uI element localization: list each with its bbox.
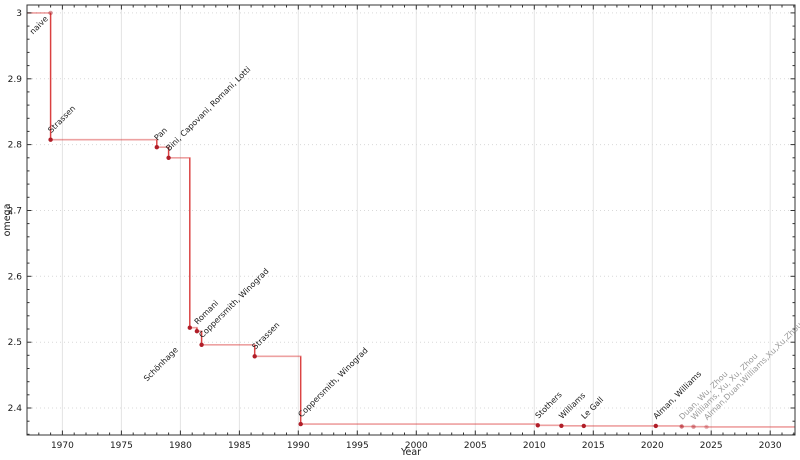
data-point [691,424,696,429]
data-point [48,137,53,142]
y-axis-tick-label: 2.6 [8,272,23,282]
x-axis-tick-label: 1980 [169,441,192,451]
point-label: naive [28,14,50,36]
point-label: Schönhage [142,345,180,383]
y-axis-title: omega [2,204,13,237]
data-point [252,354,257,359]
point-label: Coppersmith, Winograd [296,346,369,419]
y-axis-tick-label: 3 [16,9,22,19]
data-point [679,424,684,429]
point-label: Alman,Duan,Williams,Xu,Xu,Zhou [702,320,800,421]
plot-border [26,4,796,436]
x-axis-tick-label: 1985 [228,441,251,451]
data-point [194,329,200,334]
point-label-group: Alman,Duan,Williams,Xu,Xu,Zhou [702,320,800,421]
x-axis-tick-label: 1975 [110,441,133,451]
x-axis-tick-label: 2020 [641,441,664,451]
data-point [154,145,159,150]
x-axis-tick-label: 1970 [51,441,74,451]
data-point [581,423,586,429]
data-point [704,424,709,430]
x-axis-tick-label: 2015 [582,441,605,451]
x-axis-tick-label: 2005 [464,441,487,451]
x-axis-tick-label: 2025 [700,441,723,451]
point-label-group: naive [28,14,50,36]
x-axis-title: Year [400,447,421,458]
point-label-group: Coppersmith, Winograd [296,346,369,419]
x-axis-tick-label: 2010 [523,441,546,451]
point-label-group: Williams, Xu, Xu, Zhou [689,351,759,421]
data-point [48,10,53,16]
x-axis-tick-label: 1995 [346,441,369,451]
y-axis-tick-label: 2.7 [8,207,22,217]
y-axis-tick-label: 2.8 [8,141,23,151]
x-axis-tick-label: 2030 [759,441,782,451]
point-label: Williams, Xu, Xu, Zhou [689,351,759,421]
data-point [199,342,204,347]
y-axis-tick-label: 2.5 [8,338,22,348]
x-axis-tick-label: 2000 [405,441,428,451]
data-point [187,325,192,330]
data-point [535,423,540,428]
data-point [653,423,658,429]
data-point [298,421,303,427]
point-label-group: Strassen [250,320,281,351]
point-label-group: Schönhage [142,345,180,383]
x-axis-tick-label: 1990 [287,441,310,451]
omega-step-line [27,12,795,428]
y-axis-tick-label: 2.4 [8,404,23,414]
point-label: Strassen [250,320,281,351]
data-point [166,155,171,160]
data-point [559,423,564,428]
y-axis-tick-label: 2.9 [8,75,23,85]
